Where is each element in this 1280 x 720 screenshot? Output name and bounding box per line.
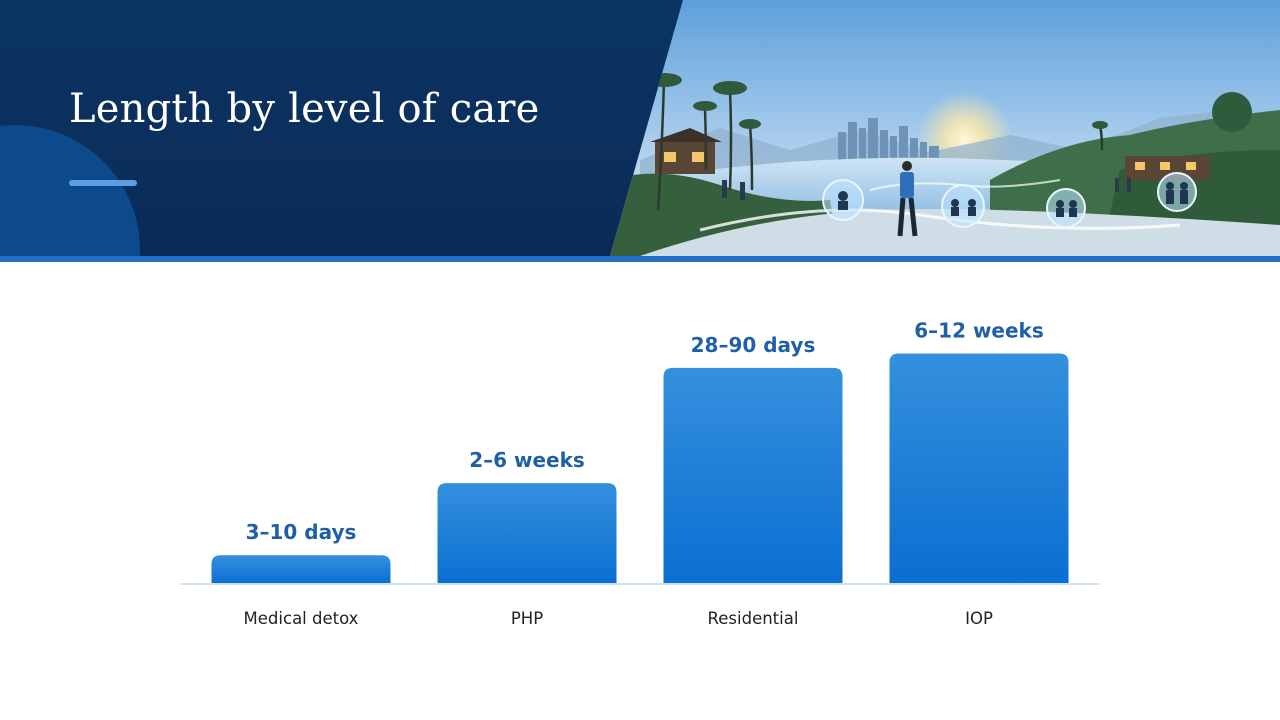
header-accent-stripe	[0, 256, 1280, 262]
category-tick-label: IOP	[965, 609, 993, 628]
labels-layer: 3–10 days Medical detox 2–6 weeks PHP 28–90 …	[244, 319, 1044, 628]
header-banner: Length by level of care	[0, 0, 1280, 262]
bar-php	[437, 483, 617, 584]
coastal-city-recovery-illustration-icon	[610, 0, 1280, 256]
bar-medical-detox	[211, 555, 391, 584]
bar-value-label: 2–6 weeks	[469, 448, 585, 472]
bar-residential	[663, 367, 843, 584]
title-accent-bar	[69, 180, 137, 186]
bar-chart: 3–10 days Medical detox 2–6 weeks PHP 28–90 …	[181, 319, 1099, 628]
category-tick-label: Residential	[708, 609, 799, 628]
bars-layer	[211, 353, 1069, 584]
bar-value-label: 28–90 days	[691, 333, 816, 357]
page-title: Length by level of care	[69, 86, 540, 132]
category-tick-label: PHP	[511, 609, 543, 628]
category-tick-label: Medical detox	[244, 609, 359, 628]
bar-value-label: 6–12 weeks	[914, 319, 1044, 343]
bar-value-label: 3–10 days	[246, 520, 357, 544]
bar-iop	[889, 353, 1069, 584]
